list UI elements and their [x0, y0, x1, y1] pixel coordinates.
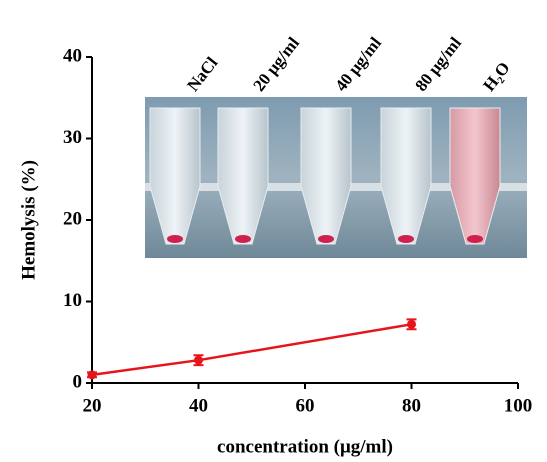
data-point	[194, 355, 203, 365]
inset-label: 40 μg/ml	[331, 33, 385, 95]
inset-label: H₂O	[479, 58, 513, 95]
inset-label: 20 μg/ml	[249, 33, 303, 95]
data-line	[91, 323, 412, 377]
y-tick-label: 40	[63, 45, 82, 66]
y-tick-label: 10	[63, 290, 82, 311]
y-axis-label: Hemolysis (%)	[18, 160, 39, 280]
y-tick-label: 20	[63, 208, 82, 229]
y-tick-label: 30	[63, 127, 82, 148]
y-tick-label: 0	[73, 371, 83, 392]
x-tick-label: 60	[296, 395, 315, 416]
x-tick-label: 100	[504, 395, 533, 416]
inset-photo	[145, 97, 527, 258]
x-axis-label: concentration (μg/ml)	[217, 436, 393, 457]
x-tick-label: 80	[402, 395, 421, 416]
x-tick-label: 20	[83, 395, 102, 416]
data-point	[87, 370, 97, 380]
inset-label: 80 μg/ml	[411, 33, 465, 95]
inset-label: NaCl	[183, 53, 221, 95]
data-point	[407, 319, 416, 329]
x-tick-label: 40	[189, 395, 208, 416]
